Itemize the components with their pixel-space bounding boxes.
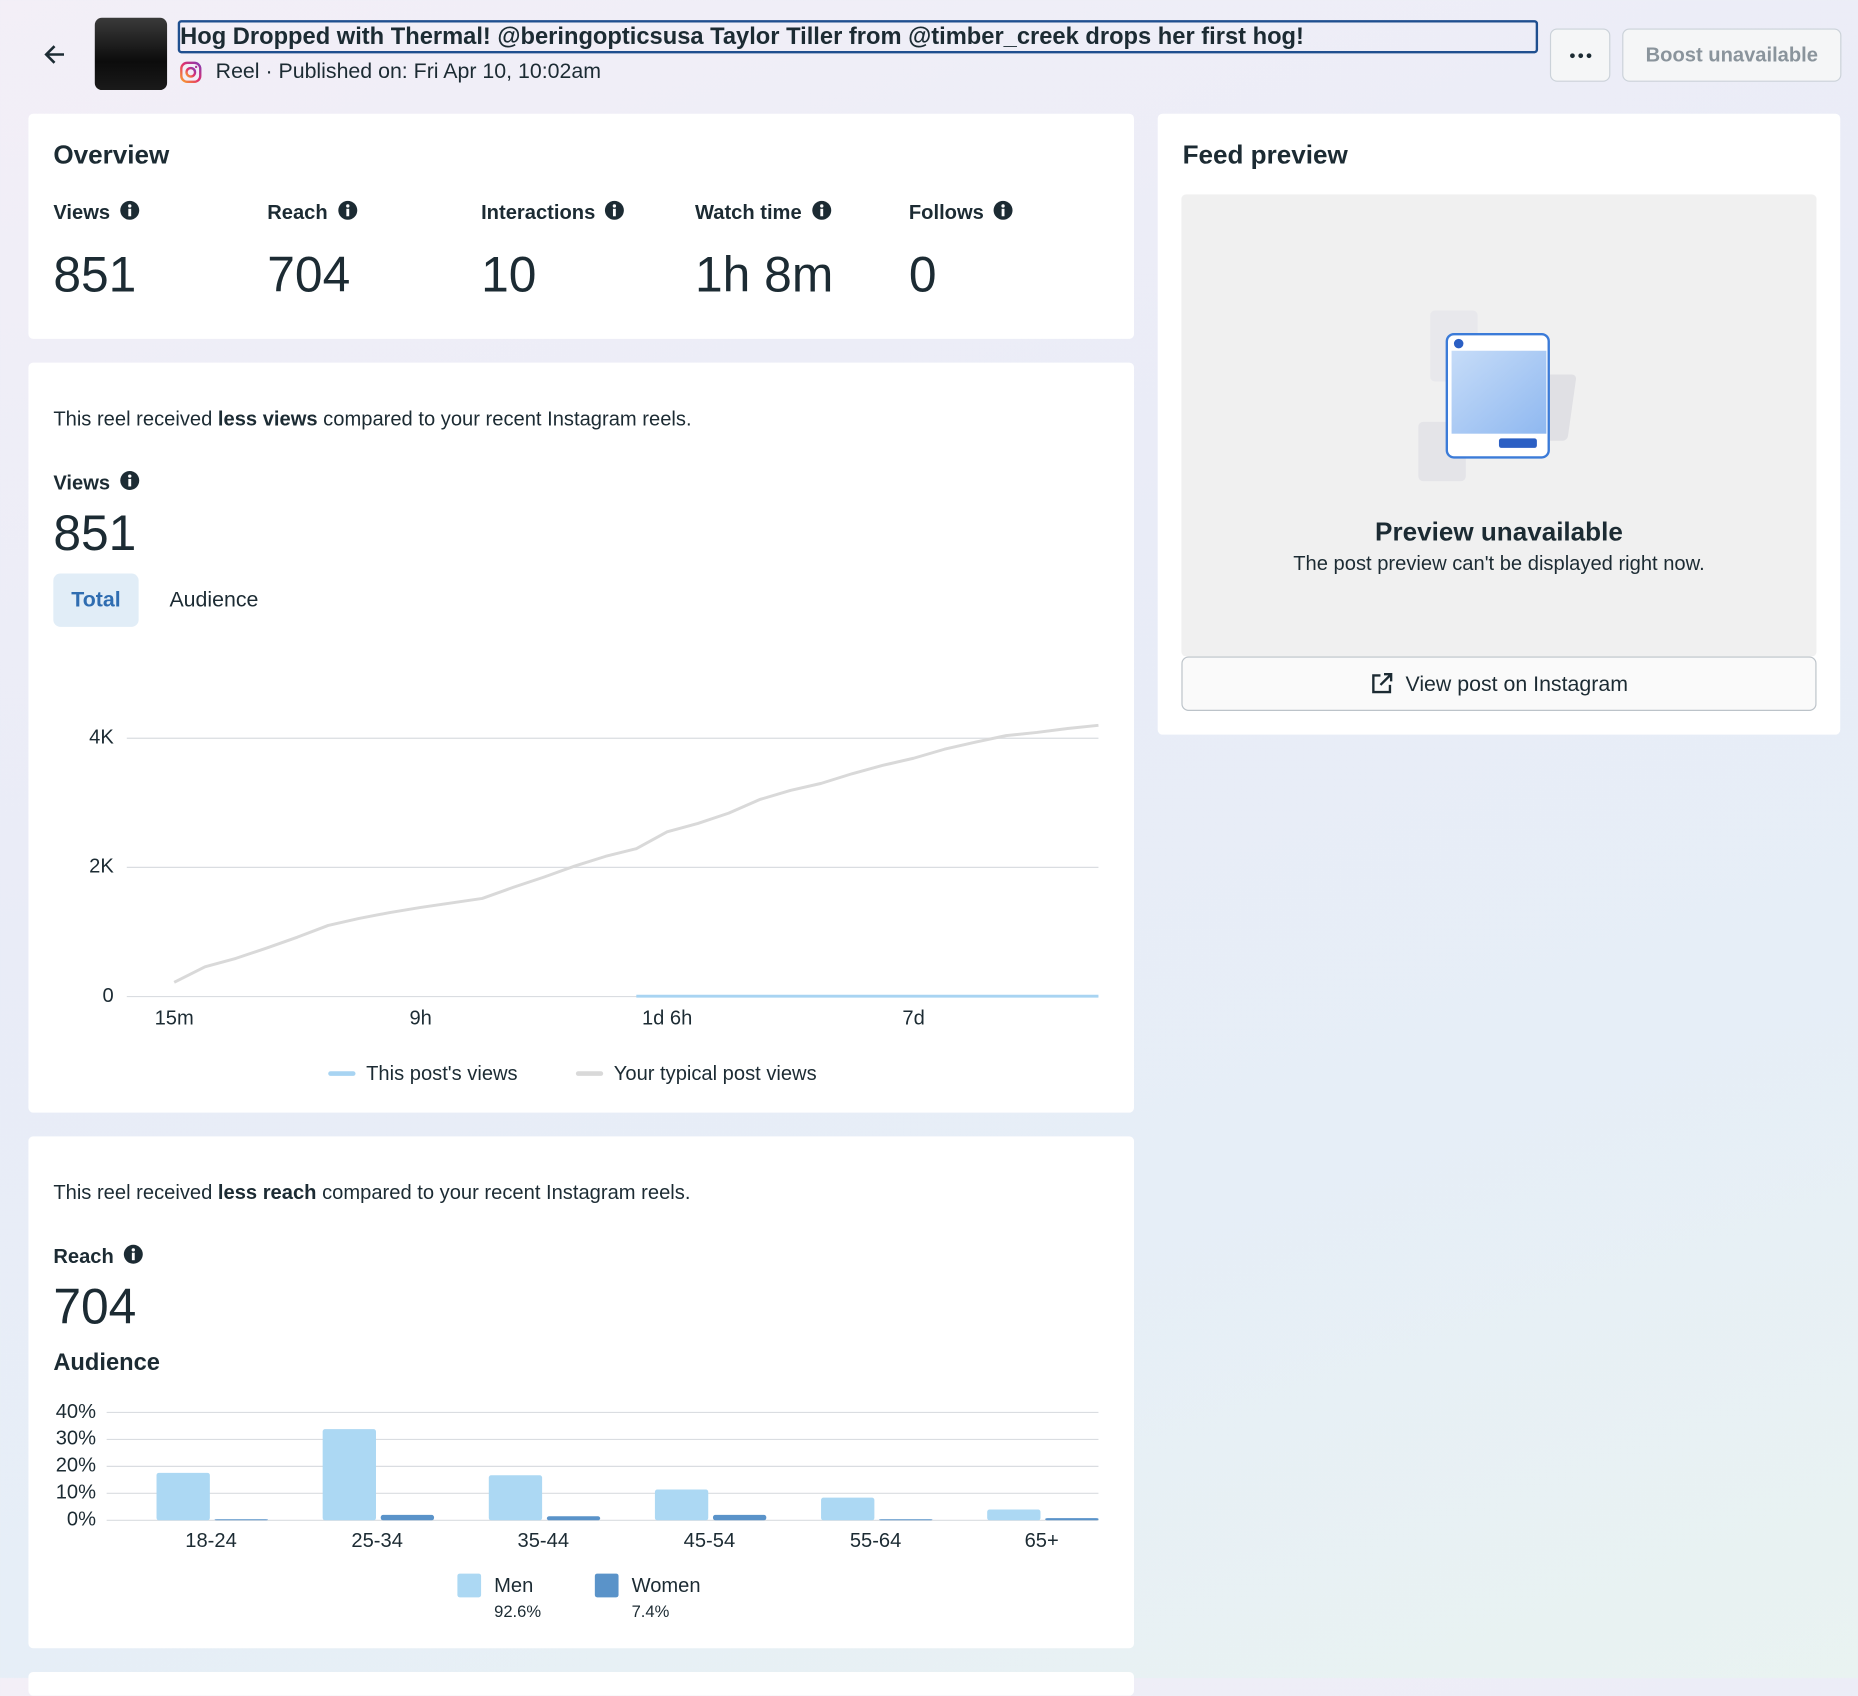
reach-note: This reel received less reach compared t… <box>53 1181 690 1205</box>
info-icon[interactable] <box>811 200 831 226</box>
overview-card: Overview Views 851 Reach 704 Interactions … <box>28 113 1134 339</box>
reach-label: Reach <box>53 1244 143 1270</box>
info-icon[interactable] <box>120 200 140 226</box>
preview-heading: Preview unavailable <box>1375 516 1623 547</box>
info-icon[interactable] <box>605 200 625 226</box>
note-text: compared to your recent Instagram reels. <box>317 407 692 431</box>
reach-value: 704 <box>53 1278 137 1335</box>
note-text: This reel received <box>53 1181 218 1204</box>
info-glyph <box>605 200 625 220</box>
more-icon <box>1569 52 1591 58</box>
reach-card: This reel received less reach compared t… <box>28 1136 1134 1649</box>
info-icon[interactable] <box>337 200 357 226</box>
info-glyph <box>120 471 140 490</box>
audience-title: Audience <box>53 1349 161 1376</box>
preview-illustration <box>1418 310 1577 482</box>
label-text: Watch time <box>694 201 802 224</box>
metric-label: Interactions <box>481 200 625 226</box>
info-glyph <box>993 200 1013 220</box>
external-link-icon <box>1372 673 1393 694</box>
views-note: This reel received less views compared t… <box>53 408 691 432</box>
metric-label: Watch time <box>695 200 831 226</box>
feed-preview-title: Feed preview <box>1182 139 1348 170</box>
button-text: View post on Instagram <box>1405 671 1628 695</box>
label-text: Reach <box>267 201 328 224</box>
info-glyph <box>337 200 357 220</box>
tab-total[interactable]: Total <box>53 573 139 627</box>
label-text: Follows <box>908 201 984 224</box>
post-subtitle: Reel · Published on: Fri Apr 10, 10:02am <box>215 59 601 83</box>
preview-text: The post preview can't be displayed righ… <box>1293 552 1705 575</box>
metric-value: 704 <box>267 246 351 303</box>
overview-title: Overview <box>53 139 170 170</box>
feed-preview-card: Feed preview Preview unavailable The pos… <box>1157 113 1841 735</box>
info-glyph <box>123 1244 143 1264</box>
metric-value: 0 <box>908 246 937 303</box>
boost-button[interactable]: Boost unavailable <box>1622 28 1842 82</box>
more-button[interactable] <box>1549 28 1611 82</box>
note-text: compared to your recent Instagram reels. <box>316 1181 691 1204</box>
metric-label: Views <box>53 200 140 226</box>
back-button[interactable] <box>40 39 71 70</box>
metric-value: 1h 8m <box>694 246 834 303</box>
note-text: This reel received <box>53 407 218 431</box>
preview-area: Preview unavailable The post preview can… <box>1181 194 1817 657</box>
instagram-icon <box>180 61 202 83</box>
info-glyph <box>811 200 831 220</box>
label-text: Reach <box>53 1245 114 1268</box>
note-emphasis: less reach <box>217 1181 317 1204</box>
tab-audience[interactable]: Audience <box>169 587 259 612</box>
view-post-button[interactable]: View post on Instagram <box>1181 656 1817 711</box>
info-icon[interactable] <box>120 470 140 496</box>
label-text: Interactions <box>481 201 596 224</box>
metric-label: Follows <box>909 200 1014 226</box>
views-card: This reel received less views compared t… <box>28 362 1134 1113</box>
info-glyph <box>120 200 140 220</box>
note-emphasis: less views <box>217 407 318 431</box>
metric-value: 851 <box>53 246 137 303</box>
views-value: 851 <box>53 504 137 561</box>
post-title[interactable]: Hog Dropped with Thermal! @beringopticsu… <box>177 20 1539 54</box>
views-label: Views <box>53 470 140 496</box>
metric-value: 10 <box>481 246 537 303</box>
label-text: Views <box>53 471 111 495</box>
metric-label: Reach <box>267 200 357 226</box>
next-card <box>28 1671 1134 1696</box>
info-icon[interactable] <box>993 200 1013 226</box>
info-icon[interactable] <box>123 1244 143 1270</box>
label-text: Views <box>53 201 111 224</box>
thumbnail[interactable] <box>94 17 168 91</box>
